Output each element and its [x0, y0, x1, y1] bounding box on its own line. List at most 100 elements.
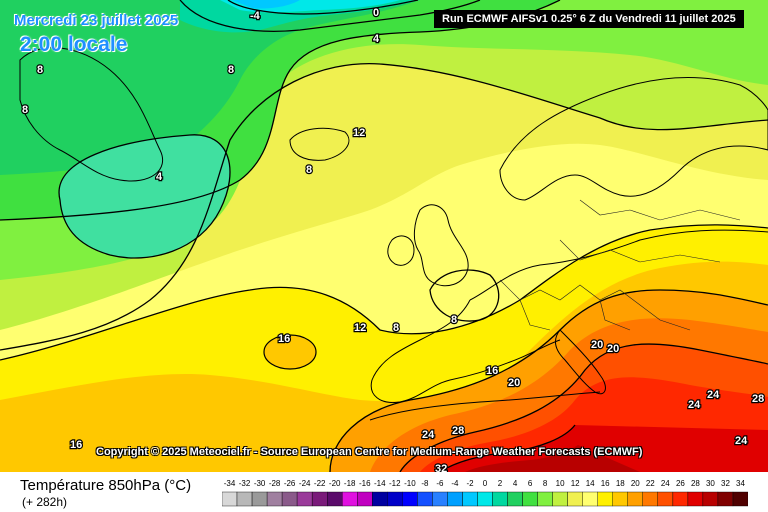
contour-label-16-southwest: 16	[70, 439, 82, 451]
legend-tick-label: 20	[631, 479, 640, 488]
contour-label-32-africa: 32	[435, 463, 447, 472]
isotherm-4-north	[179, 0, 481, 32]
legend-tick-label: -30	[254, 479, 266, 488]
legend-color-swatch	[387, 491, 403, 507]
legend-color-swatch	[702, 491, 719, 507]
legend-tick-label: -4	[451, 479, 459, 488]
legend-color-swatch	[492, 491, 508, 507]
warm-pocket-atlantic	[263, 334, 317, 370]
contour-label-8-biscay: 8	[393, 322, 399, 334]
legend-color-swatch	[357, 491, 373, 507]
contour-label-24-africa: 24	[422, 429, 435, 441]
legend-color-swatch	[281, 491, 298, 507]
legend-color-swatch	[251, 491, 268, 507]
isotherm-0	[227, 0, 419, 15]
contour-label-4-north: 4	[373, 33, 380, 45]
legend-tick-label: 0	[483, 479, 488, 488]
legend-color-swatch	[582, 491, 598, 507]
legend-tick-label: -18	[344, 479, 356, 488]
legend-color-swatch	[266, 491, 283, 507]
parameter-title: Température 850hPa (°C)	[20, 477, 192, 494]
legend-tick-label: -34	[224, 479, 236, 488]
contour-label-12-atlantic: 12	[354, 322, 366, 334]
isotherm-24	[399, 343, 768, 472]
contour-label-28-turkey: 28	[752, 393, 764, 405]
coast-britain	[413, 204, 469, 287]
legend-color-swatch	[402, 491, 418, 507]
isotherm-16	[0, 224, 768, 361]
contour-label-minus4: -4	[250, 10, 261, 22]
legend-color-swatch	[597, 491, 613, 507]
contour-label-28-africa: 28	[452, 425, 464, 437]
legend-color-swatch	[447, 491, 463, 507]
forecast-local-time: 2:00 locale	[20, 33, 128, 56]
legend-color-swatch	[462, 491, 478, 507]
coast-greenland	[19, 47, 163, 182]
band-4-cold-pool	[59, 134, 230, 258]
legend-tick-label: 28	[691, 479, 700, 488]
contour-label-8-iceland: 8	[306, 164, 312, 176]
contour-label-0-north: 0	[373, 7, 379, 19]
legend-tick-label: 4	[513, 479, 518, 488]
legend-tick-label: 14	[586, 479, 595, 488]
isotherm-8	[0, 0, 561, 221]
borders-europe	[499, 199, 741, 331]
legend-tick-label: 18	[616, 479, 625, 488]
legend-color-swatch	[311, 491, 328, 507]
legend-color-swatch	[537, 491, 553, 507]
legend-tick-label: 32	[721, 479, 730, 488]
contour-label-4-atlantic: 4	[156, 171, 163, 183]
coast-scandinavia	[499, 77, 768, 201]
contour-label-16-iberia: 16	[486, 365, 498, 377]
legend-tick-label: -26	[284, 479, 296, 488]
legend-tick-label: -2	[466, 479, 474, 488]
contour-label-8-france: 8	[451, 314, 457, 326]
legend-color-swatch	[417, 491, 433, 507]
contour-label-20-med-west: 20	[508, 377, 520, 389]
contour-label-8-greenland-east: 8	[228, 64, 234, 76]
band-28-30	[440, 425, 768, 472]
isotherm-28	[439, 424, 576, 472]
contour-label-24-levant: 24	[735, 435, 748, 447]
legend-color-swatch	[341, 491, 358, 507]
legend-color-swatch	[507, 491, 523, 507]
legend-color-swatch	[642, 491, 658, 507]
band-minus2-0	[232, 0, 300, 9]
legend-tick-label: 26	[676, 479, 685, 488]
legend-color-swatch	[222, 491, 238, 507]
legend-tick-label: -20	[329, 479, 341, 488]
legend-tick-label: -12	[389, 479, 401, 488]
band-4-6	[0, 0, 420, 175]
legend-tick-label: 22	[646, 479, 655, 488]
isotherm-20	[329, 289, 768, 472]
model-run-info: Run ECMWF AIFSv1 0.25° 6 Z du Vendredi 1…	[434, 10, 744, 28]
color-scale-legend: -34 -32 -30 -28 -26 -24 -22 -20 -18 -16 -14 -12 -10-…	[222, 479, 748, 507]
legend-tick-label: 30	[706, 479, 715, 488]
legend-tick-label: 10	[556, 479, 565, 488]
legend-color-swatch	[432, 491, 448, 507]
contour-label-20-alps-2: 20	[607, 343, 619, 355]
legend-tick-label: -10	[404, 479, 416, 488]
coast-ireland	[387, 235, 415, 266]
legend-tick-label: 8	[543, 479, 548, 488]
forecast-date: Mercredi 23 juillet 2025	[14, 12, 179, 29]
lead-time: (+ 282h)	[22, 495, 68, 509]
legend-color-swatch	[522, 491, 538, 507]
legend-tick-label: 24	[661, 479, 670, 488]
legend-color-swatch	[326, 491, 343, 507]
legend-color-swatch	[672, 491, 689, 507]
legend-tick-label: -6	[436, 479, 444, 488]
temperature-map: -4 0 4 8 8 8 4 12 8 16 12 8 8 16 20 20 2…	[0, 0, 768, 472]
coast-iceland	[289, 127, 350, 161]
legend-tick-label: -14	[374, 479, 386, 488]
map-footer: Température 850hPa (°C) (+ 282h) -34 -32-…	[0, 472, 768, 512]
legend-color-swatch	[372, 491, 388, 507]
legend-tick-label: 16	[601, 479, 610, 488]
legend-tick-label: -22	[314, 479, 326, 488]
contour-label-24-turkey: 24	[707, 389, 720, 401]
legend-tick-label: -16	[359, 479, 371, 488]
contour-label-24-greece: 24	[688, 399, 701, 411]
legend-tick-label: -24	[299, 479, 311, 488]
legend-color-swatch	[296, 491, 313, 507]
